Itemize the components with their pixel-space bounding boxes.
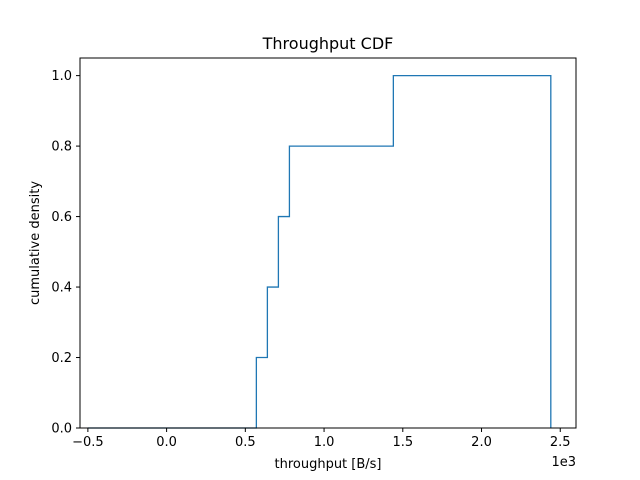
plot-frame bbox=[79, 57, 577, 429]
x-tick-label: 2.5 bbox=[550, 435, 571, 450]
y-axis-label: cumulative density bbox=[28, 181, 43, 305]
x-tick-label: 2.0 bbox=[471, 435, 492, 450]
y-tick-label: 0.8 bbox=[51, 140, 72, 155]
x-axis-offset-text: 1e3 bbox=[551, 455, 576, 470]
y-tick-label: 1.0 bbox=[51, 69, 72, 84]
cdf-step-line-0 bbox=[87, 74, 552, 429]
x-tick-label: 0.0 bbox=[156, 435, 177, 450]
chart-title: Throughput CDF bbox=[262, 34, 394, 53]
y-tick-label: 0.4 bbox=[51, 281, 72, 296]
x-tick-label: 1.0 bbox=[314, 435, 335, 450]
x-tick-label: −0.5 bbox=[72, 435, 104, 450]
x-axis-label: throughput [B/s] bbox=[274, 457, 381, 472]
y-tick-label: 0.0 bbox=[51, 422, 72, 437]
x-tick-label: 0.5 bbox=[235, 435, 256, 450]
y-tick-label: 0.6 bbox=[51, 210, 72, 225]
y-tick-label: 0.2 bbox=[51, 351, 72, 366]
x-tick-label: 1.5 bbox=[392, 435, 413, 450]
